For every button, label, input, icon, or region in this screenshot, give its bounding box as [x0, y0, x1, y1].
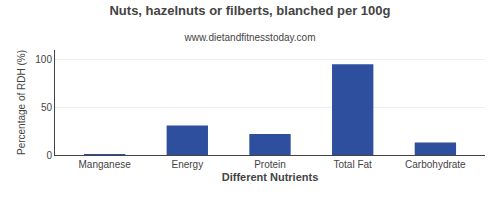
svg-text:Energy: Energy: [171, 159, 203, 170]
svg-text:Manganese: Manganese: [78, 159, 131, 170]
svg-text:www.dietandfitnesstoday.com: www.dietandfitnesstoday.com: [184, 32, 316, 43]
svg-text:Protein: Protein: [254, 159, 286, 170]
svg-text:Carbohydrate: Carbohydrate: [405, 159, 466, 170]
svg-text:Nuts, hazelnuts or filberts, b: Nuts, hazelnuts or filberts, blanched pe…: [109, 3, 390, 18]
svg-text:Total Fat: Total Fat: [334, 159, 373, 170]
svg-text:100: 100: [35, 54, 52, 65]
svg-text:50: 50: [41, 102, 53, 113]
svg-text:0: 0: [46, 150, 52, 161]
svg-text:Different Nutrients: Different Nutrients: [222, 171, 319, 183]
svg-text:Percentage of RDH (%): Percentage of RDH (%): [16, 50, 27, 155]
